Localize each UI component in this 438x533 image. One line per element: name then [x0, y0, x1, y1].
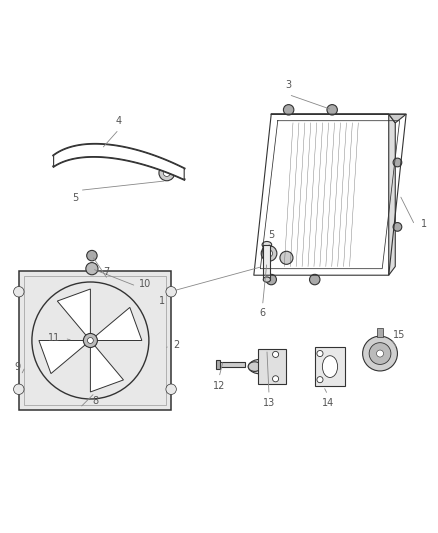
Polygon shape	[39, 341, 86, 374]
Circle shape	[87, 251, 97, 261]
Circle shape	[317, 351, 323, 357]
Bar	[378, 328, 383, 337]
Text: 3: 3	[286, 80, 292, 90]
Ellipse shape	[263, 277, 271, 282]
Text: 7: 7	[103, 266, 109, 277]
Ellipse shape	[322, 356, 338, 377]
Circle shape	[283, 104, 294, 115]
Circle shape	[159, 165, 175, 181]
Text: 14: 14	[321, 398, 334, 408]
Polygon shape	[258, 349, 286, 384]
Circle shape	[393, 158, 402, 167]
Circle shape	[83, 334, 97, 348]
Text: 11: 11	[48, 333, 60, 343]
Text: 5: 5	[268, 230, 274, 240]
Circle shape	[86, 336, 95, 345]
Circle shape	[393, 223, 402, 231]
Circle shape	[265, 250, 272, 257]
Circle shape	[88, 337, 93, 343]
Circle shape	[163, 169, 170, 176]
Circle shape	[86, 263, 98, 275]
Circle shape	[14, 384, 24, 394]
Text: 1: 1	[421, 219, 427, 229]
Text: 13: 13	[263, 398, 275, 408]
Circle shape	[280, 251, 293, 264]
Circle shape	[317, 377, 323, 383]
Circle shape	[369, 343, 391, 365]
Circle shape	[310, 274, 320, 285]
Polygon shape	[95, 308, 142, 341]
Circle shape	[266, 274, 276, 285]
Ellipse shape	[248, 359, 277, 374]
Text: 15: 15	[393, 330, 406, 340]
Circle shape	[166, 384, 177, 394]
Polygon shape	[271, 114, 406, 123]
Text: 6: 6	[259, 308, 265, 318]
Circle shape	[377, 350, 384, 357]
Circle shape	[166, 287, 177, 297]
Circle shape	[261, 246, 277, 261]
Circle shape	[272, 376, 279, 382]
Polygon shape	[389, 114, 395, 275]
Polygon shape	[53, 144, 184, 180]
Text: 4: 4	[116, 116, 122, 126]
Ellipse shape	[248, 362, 261, 372]
Polygon shape	[315, 347, 345, 386]
Bar	[219, 362, 245, 367]
Circle shape	[272, 351, 279, 358]
Text: 1: 1	[159, 296, 166, 306]
FancyBboxPatch shape	[19, 271, 171, 410]
Text: 8: 8	[92, 396, 98, 406]
Polygon shape	[90, 345, 124, 392]
Circle shape	[327, 104, 337, 115]
Ellipse shape	[262, 241, 272, 248]
Text: 12: 12	[213, 381, 225, 391]
Polygon shape	[57, 289, 90, 336]
Text: 2: 2	[173, 340, 180, 350]
Circle shape	[14, 287, 24, 297]
Text: 5: 5	[72, 193, 78, 204]
Text: 10: 10	[138, 279, 151, 289]
Polygon shape	[263, 245, 271, 279]
Circle shape	[363, 336, 397, 371]
Text: 9: 9	[15, 362, 21, 373]
Bar	[215, 360, 220, 369]
